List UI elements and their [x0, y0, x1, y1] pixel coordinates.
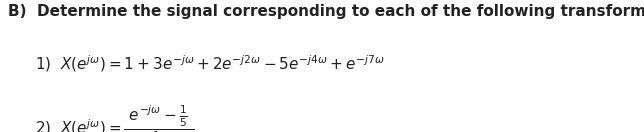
Text: B)  Determine the signal corresponding to each of the following transforms:: B) Determine the signal corresponding to…: [8, 4, 644, 19]
Text: 1)  $X(e^{j\omega}) = 1 + 3e^{-j\omega} + 2e^{-j2\omega} - 5e^{-j4\omega} + e^{-: 1) $X(e^{j\omega}) = 1 + 3e^{-j\omega} +…: [35, 53, 385, 74]
Text: 2)  $X(e^{j\omega}) = \dfrac{e^{-j\omega} - \frac{1}{5}}{1 - \frac{1}{5}e^{-j\om: 2) $X(e^{j\omega}) = \dfrac{e^{-j\omega}…: [35, 103, 195, 132]
